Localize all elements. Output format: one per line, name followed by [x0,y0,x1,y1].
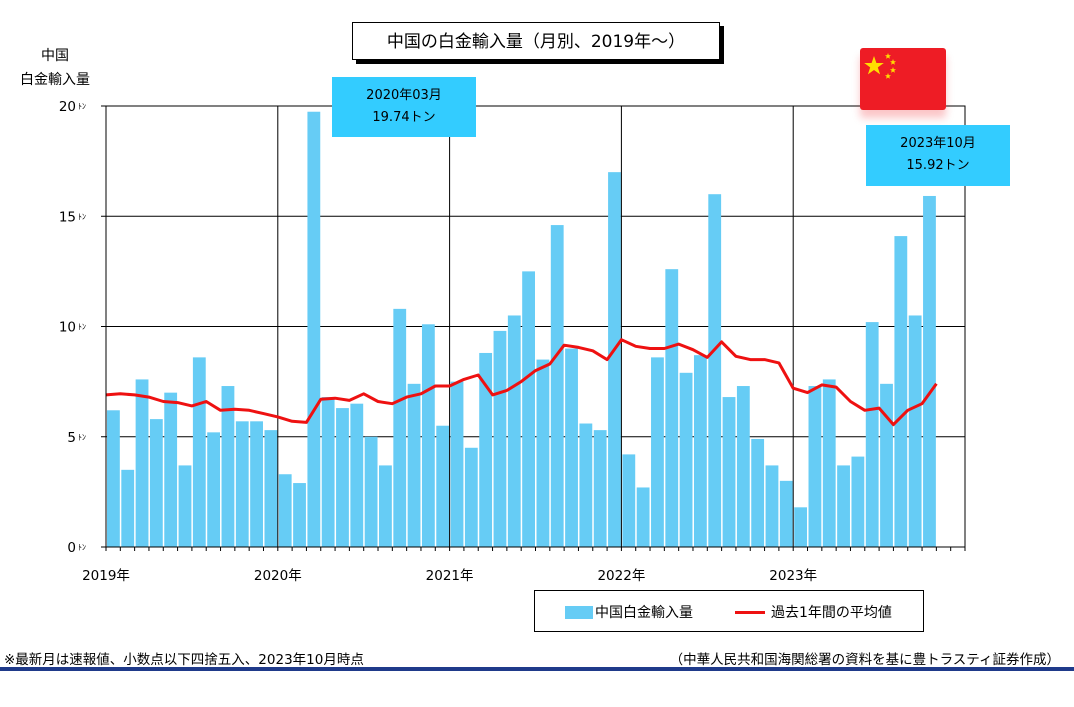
bar [149,419,163,547]
bar [822,379,836,547]
chart-title: 中国の白金輸入量（月別、2019年〜） [352,22,720,60]
x-tick-label: 2023年 [769,568,817,584]
bar [923,195,936,548]
bar [550,225,564,547]
bottom-rule [0,667,1074,671]
bar [536,359,550,547]
bar [421,324,435,547]
bar [493,330,507,547]
bar [894,236,908,547]
callout-2023-10-date: 2023年10月 [900,136,976,151]
bar [865,322,879,547]
bar [479,352,493,547]
y-tick-label: 20 [59,99,76,115]
y-tick-unit: ﾄﾝ [78,323,86,332]
y-tick-unit: ﾄﾝ [78,543,86,552]
y-tick-label: 0 [67,540,76,556]
year-separators [277,106,794,547]
y-axis-label: 中国 白金輸入量 [14,44,96,92]
bar [336,408,349,547]
average-line [105,338,938,427]
bar [250,421,263,547]
callout-2023-10: 2023年10月 15.92トン [866,125,1010,186]
callout-2020-03-date: 2020年03月 [366,88,442,103]
bar [851,456,865,547]
bar [579,423,593,547]
legend: 中国白金輸入量 過去1年間の平均値 [534,590,924,632]
bar [522,271,535,547]
bar [221,386,235,547]
bar [264,430,278,547]
y-tick-label: 15 [59,209,76,225]
legend-bar-swatch [565,606,593,619]
bar [679,372,693,547]
bar [622,454,636,547]
bar [608,172,621,547]
y-tick-label: 5 [67,430,76,446]
bar [464,447,478,547]
bar [135,379,149,547]
bar [880,383,893,547]
bar [407,383,421,547]
callout-2020-03: 2020年03月 19.74トン [332,77,476,137]
x-tick-label: 2022年 [597,568,645,584]
bar [207,432,221,547]
bar [636,487,650,547]
callout-2023-10-value: 15.92トン [906,158,970,173]
gridlines [106,105,965,548]
x-tick-label: 2021年 [426,568,474,584]
y-tick-unit: ﾄﾝ [78,433,86,442]
bar [693,355,707,547]
bar [565,348,578,547]
bar [837,465,850,547]
y-axis-label-line2: 白金輸入量 [20,72,90,88]
bar [751,438,765,547]
legend-line-swatch [735,611,765,614]
china-flag-icon [860,48,946,110]
bar [722,397,736,547]
y-tick-unit: ﾄﾝ [78,102,86,111]
bar [164,392,178,547]
bar [708,194,722,547]
bar [192,357,206,547]
bar [436,425,450,547]
x-tick-label: 2020年 [254,568,302,584]
legend-bar-label: 中国白金輸入量 [595,605,693,621]
bar [178,465,192,547]
bar [507,315,521,547]
bar [393,308,407,547]
bar [278,474,292,547]
bar [908,315,922,547]
bar [651,357,664,547]
bar [235,421,249,547]
footnote: ※最新月は速報値、小数点以下四捨五入、2023年10月時点 [4,652,364,668]
y-tick-unit: ﾄﾝ [78,212,86,221]
bar [107,410,120,547]
bar [765,465,779,547]
bar [450,381,464,547]
bar [808,386,822,547]
bar [364,436,378,547]
bar-series [107,111,936,548]
bar [307,111,321,547]
bar [321,397,335,547]
callout-2020-03-value: 19.74トン [372,110,436,125]
legend-line-label: 過去1年間の平均値 [771,605,892,621]
y-axis-label-line1: 中国 [41,48,69,64]
bar [350,403,364,547]
bar [379,465,392,547]
bar [665,269,679,547]
bar [736,386,750,547]
bar [779,480,793,547]
bar [794,507,808,547]
bar [293,483,306,547]
source-note: （中華人民共和国海関総署の資料を基に豊トラスティ証券作成） [669,652,1060,668]
y-tick-label: 10 [59,320,76,336]
x-tick-label: 2019年 [82,568,130,584]
bar [121,469,135,547]
bar [593,430,607,547]
